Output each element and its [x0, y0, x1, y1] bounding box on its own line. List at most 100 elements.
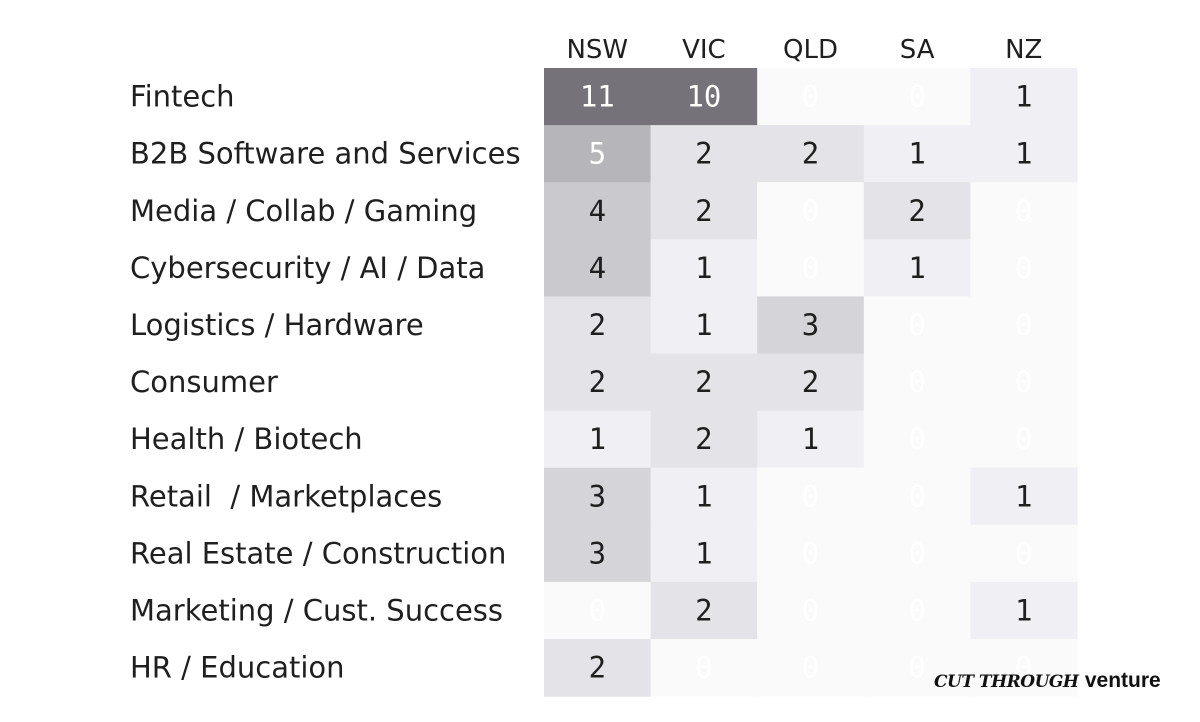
heatmap-cell: [650, 410, 758, 469]
heatmap-cell: [544, 410, 652, 469]
heatmap-cell: [650, 639, 758, 697]
heatmap-cell: [544, 581, 652, 640]
cell-value: 11: [580, 80, 615, 114]
cell-value: 0: [1015, 536, 1032, 570]
heatmap-cell: [650, 239, 758, 297]
heatmap-cell: [757, 125, 865, 183]
cell-value: 0: [802, 194, 819, 228]
cell-value: 2: [695, 194, 712, 228]
heatmap-cell: [650, 353, 758, 412]
cell-value: 1: [1015, 479, 1032, 513]
column-label-qld: QLD: [783, 35, 838, 65]
cell-value: 2: [695, 137, 712, 171]
heatmap-cell: [970, 639, 1078, 697]
cell-value: 1: [695, 536, 712, 570]
heatmap-cell: [544, 125, 652, 183]
cell-value: 1: [1015, 593, 1032, 627]
heatmap-cell: [863, 639, 971, 697]
column-label-sa: SA: [900, 35, 935, 65]
heatmap-cell: [863, 581, 971, 640]
brand-logo-part2: venture: [1084, 669, 1161, 692]
heatmap-cell: [650, 296, 758, 355]
cell-value: 2: [589, 365, 606, 399]
cell-value: 0: [1015, 194, 1032, 228]
heatmap-cell: [863, 68, 971, 126]
heatmap-cell: [757, 524, 865, 583]
cell-value: 2: [908, 194, 925, 228]
heatmap-cell: [757, 239, 865, 297]
cell-value: 2: [695, 422, 712, 456]
heatmap-cell: [757, 296, 865, 355]
cell-value: 2: [589, 651, 606, 685]
cell-value: 0: [802, 651, 819, 685]
heatmap-cell: [757, 182, 865, 240]
cell-value: 2: [802, 137, 819, 171]
heatmap-cell: [970, 68, 1078, 126]
row-label: Marketing / Cust. Success: [130, 593, 503, 627]
row-label: Real Estate / Construction: [130, 536, 506, 570]
cell-value: 0: [1015, 422, 1032, 456]
row-label: Logistics / Hardware: [130, 308, 424, 342]
heatmap-cell: [863, 353, 971, 412]
heatmap-cell: [970, 410, 1078, 469]
cell-value: 10: [686, 80, 721, 114]
brand-logo-part1: CUT THROUGH: [934, 672, 1079, 692]
cell-value: 1: [908, 137, 925, 171]
cell-value: 2: [695, 593, 712, 627]
cell-value: 3: [589, 479, 606, 513]
heatmap-cell: [757, 581, 865, 640]
row-label: Media / Collab / Gaming: [130, 194, 477, 228]
heatmap-cell: [970, 581, 1078, 640]
row-label: Consumer: [130, 365, 278, 399]
row-label: HR / Education: [130, 651, 345, 685]
cell-value: 2: [589, 308, 606, 342]
cell-value: 0: [802, 479, 819, 513]
heatmap-cell: [650, 524, 758, 583]
cell-value: 0: [908, 365, 925, 399]
heatmap-cell: [650, 467, 758, 526]
row-label: Retail / Marketplaces: [130, 479, 442, 513]
cell-value: 0: [908, 536, 925, 570]
cell-value: 0: [1015, 308, 1032, 342]
cell-value: 0: [908, 80, 925, 114]
row-label: Fintech: [130, 80, 235, 114]
heatmap-cell: [970, 182, 1078, 240]
cell-value: 1: [1015, 80, 1032, 114]
heatmap-cell: [863, 239, 971, 297]
heatmap-cell: [863, 182, 971, 240]
heatmap-cell: [757, 467, 865, 526]
cell-value: 0: [1015, 365, 1032, 399]
row-label: Cybersecurity / AI / Data: [130, 251, 485, 285]
cell-value: 0: [1015, 651, 1032, 685]
cell-value: 4: [589, 251, 606, 285]
cell-value: 4: [589, 194, 606, 228]
cell-value: 2: [695, 365, 712, 399]
cell-value: 0: [908, 593, 925, 627]
cell-value: 1: [589, 422, 606, 456]
heatmap-cell: [544, 639, 652, 697]
heatmap-cell: [544, 182, 652, 240]
heatmap-cell: [544, 296, 652, 355]
brand-logo: CUT THROUGH venture: [934, 668, 1161, 693]
column-label-nz: NZ: [1005, 35, 1042, 65]
cell-value: 2: [802, 365, 819, 399]
heatmap-cell: [544, 524, 652, 583]
cell-value: 0: [908, 422, 925, 456]
heatmap-cell: [544, 68, 652, 126]
cell-value: 5: [589, 137, 606, 171]
heatmap-cell: [757, 639, 865, 697]
heatmap-cell: [970, 467, 1078, 526]
heatmap-cell: [757, 353, 865, 412]
heatmap-cell: [863, 296, 971, 355]
cell-value: 3: [802, 308, 819, 342]
heatmap-cell: [544, 467, 652, 526]
cell-value: 0: [908, 479, 925, 513]
heatmap-cell: [970, 524, 1078, 583]
heatmap-cell: [757, 68, 865, 126]
heatmap-cell: [970, 353, 1078, 412]
column-label-nsw: NSW: [566, 35, 628, 65]
cell-value: 1: [695, 308, 712, 342]
heatmap-cell: [650, 182, 758, 240]
heatmap-cell: [544, 353, 652, 412]
